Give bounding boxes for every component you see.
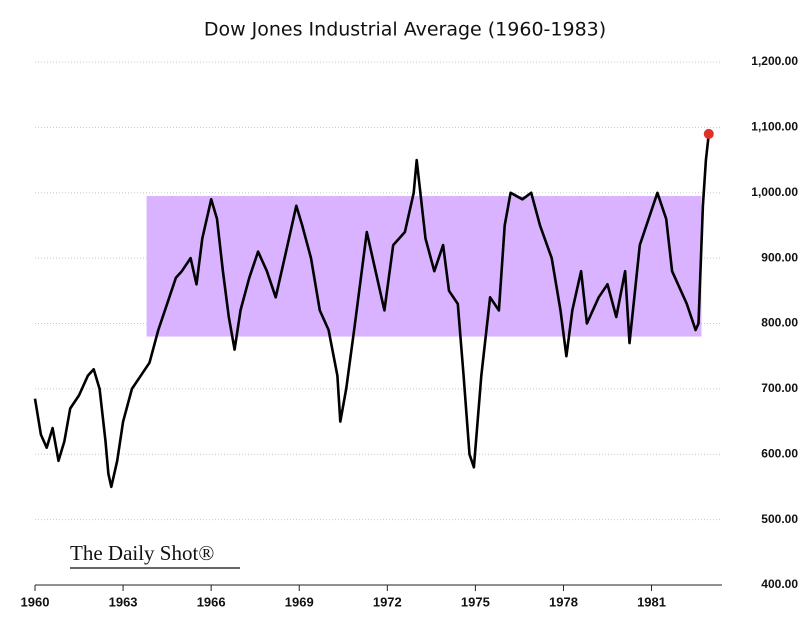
line-series [33,133,711,489]
x-tick-label: 1969 [285,594,314,609]
x-tick-label: 1981 [637,594,666,609]
x-tick-label: 1972 [373,594,402,609]
y-tick-label: 600.00 [761,446,798,460]
y-tick-label: 900.00 [761,250,798,264]
source-watermark: The Daily Shot® [70,541,214,565]
x-tick-label: 1975 [461,594,490,609]
x-tick-label: 1960 [21,594,50,609]
y-tick-label: 400.00 [761,577,798,591]
chart-title: Dow Jones Industrial Average (1960-1983) [204,19,606,41]
y-tick-label: 1,100.00 [751,120,798,134]
y-tick-label: 700.00 [761,381,798,395]
x-tick-label: 1963 [109,594,138,609]
x-tick-label: 1966 [197,594,226,609]
x-tick-label: 1978 [549,594,578,609]
y-tick-label: 500.00 [761,512,798,526]
y-tick-label: 1,000.00 [751,185,798,199]
y-tick-label: 1,200.00 [751,54,798,68]
y-tick-label: 800.00 [761,316,798,330]
last-point-marker [703,128,714,139]
